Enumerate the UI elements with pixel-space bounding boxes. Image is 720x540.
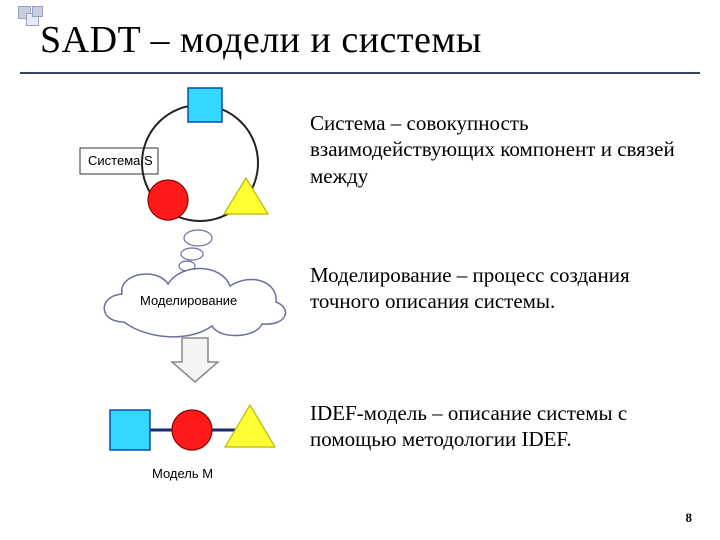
svg-text:Модель М: Модель М xyxy=(152,466,213,481)
slide: SADT – модели и системы Система – совоку… xyxy=(0,0,720,540)
page-number: 8 xyxy=(686,510,693,526)
diagram-canvas: Система SМоделированиеМодель М xyxy=(0,0,720,540)
svg-text:Моделирование: Моделирование xyxy=(140,293,237,308)
